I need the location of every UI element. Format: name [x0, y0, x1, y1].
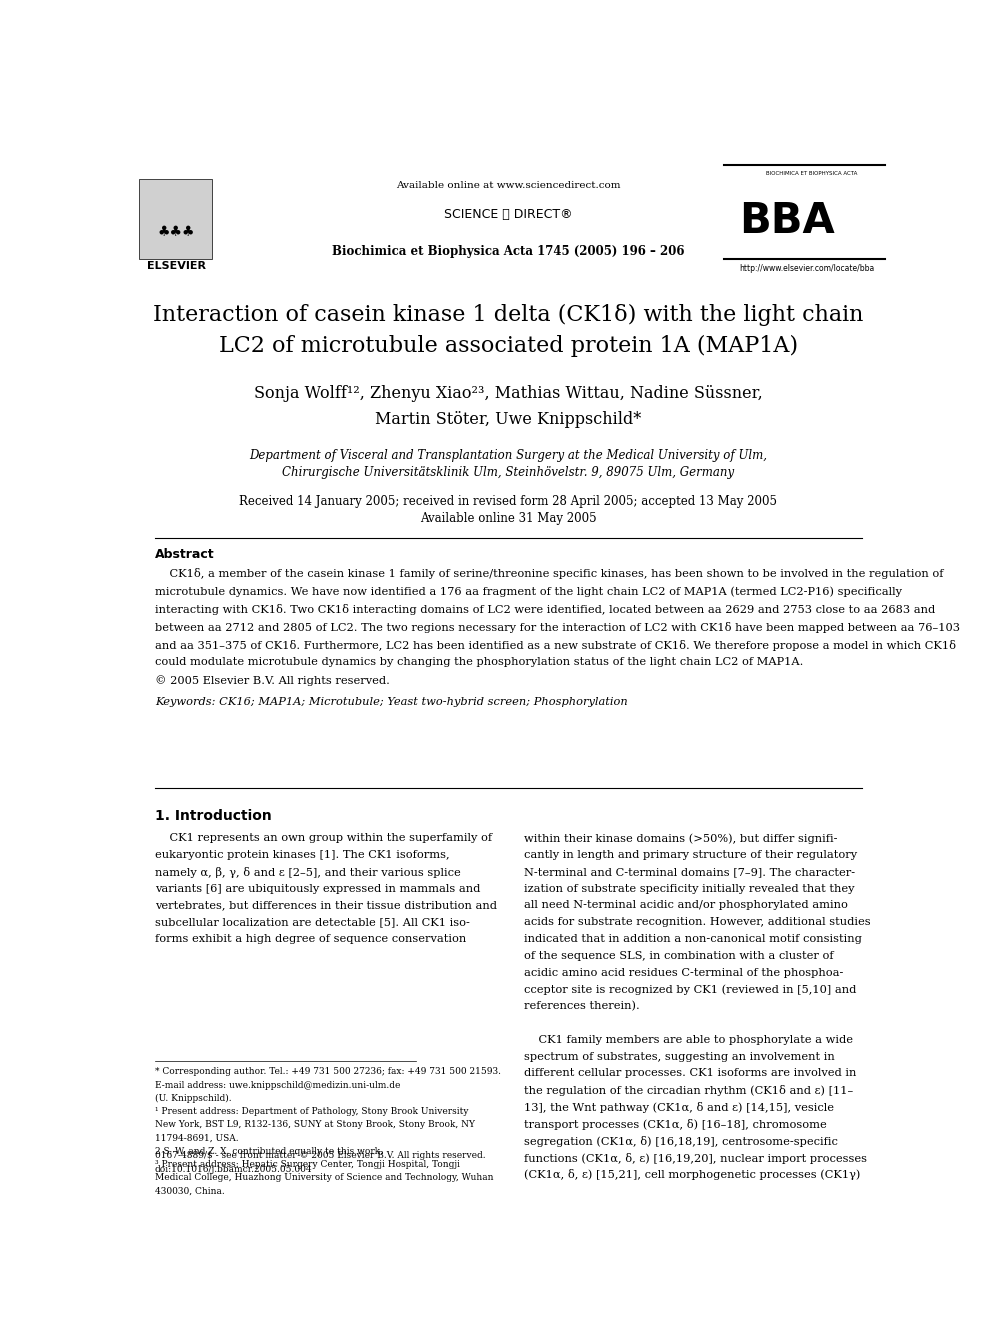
Text: 430030, China.: 430030, China. — [155, 1187, 224, 1196]
Text: N-terminal and C-terminal domains [7–9]. The character-: N-terminal and C-terminal domains [7–9].… — [524, 867, 855, 877]
Text: LC2 of microtubule associated protein 1A (MAP1A): LC2 of microtubule associated protein 1A… — [219, 335, 798, 357]
Text: Department of Visceral and Transplantation Surgery at the Medical University of : Department of Visceral and Transplantati… — [249, 448, 768, 462]
Text: different cellular processes. CK1 isoforms are involved in: different cellular processes. CK1 isofor… — [524, 1069, 856, 1078]
Text: * Corresponding author. Tel.: +49 731 500 27236; fax: +49 731 500 21593.: * Corresponding author. Tel.: +49 731 50… — [155, 1068, 501, 1077]
Text: Keywords: CK16; MAP1A; Microtubule; Yeast two-hybrid screen; Phosphorylation: Keywords: CK16; MAP1A; Microtubule; Yeas… — [155, 697, 628, 708]
Text: acids for substrate recognition. However, additional studies: acids for substrate recognition. However… — [524, 917, 870, 927]
Text: Abstract: Abstract — [155, 548, 214, 561]
Text: forms exhibit a high degree of sequence conservation: forms exhibit a high degree of sequence … — [155, 934, 466, 945]
Text: functions (CK1α, δ, ε) [16,19,20], nuclear import processes: functions (CK1α, δ, ε) [16,19,20], nucle… — [524, 1152, 867, 1163]
Text: segregation (CK1α, δ) [16,18,19], centrosome-specific: segregation (CK1α, δ) [16,18,19], centro… — [524, 1135, 837, 1147]
Text: interacting with CK1δ. Two CK1δ interacting domains of LC2 were identified, loca: interacting with CK1δ. Two CK1δ interact… — [155, 603, 935, 615]
Text: doi:10.1016/j.bbamcr.2005.05.004: doi:10.1016/j.bbamcr.2005.05.004 — [155, 1166, 312, 1175]
Text: CK1 represents an own group within the superfamily of: CK1 represents an own group within the s… — [155, 833, 492, 843]
Text: Biochimica et Biophysica Acta 1745 (2005) 196 – 206: Biochimica et Biophysica Acta 1745 (2005… — [332, 245, 684, 258]
Text: © 2005 Elsevier B.V. All rights reserved.: © 2005 Elsevier B.V. All rights reserved… — [155, 675, 390, 687]
Text: Interaction of casein kinase 1 delta (CK1δ) with the light chain: Interaction of casein kinase 1 delta (CK… — [153, 303, 864, 325]
Text: Available online at www.sciencedirect.com: Available online at www.sciencedirect.co… — [396, 181, 621, 191]
Text: CK1 family members are able to phosphorylate a wide: CK1 family members are able to phosphory… — [524, 1035, 853, 1045]
Text: cceptor site is recognized by CK1 (reviewed in [5,10] and: cceptor site is recognized by CK1 (revie… — [524, 984, 856, 995]
Text: 0167-4889/$ - see front matter © 2005 Elsevier B.V. All rights reserved.: 0167-4889/$ - see front matter © 2005 El… — [155, 1151, 485, 1160]
Text: could modulate microtubule dynamics by changing the phosphorylation status of th: could modulate microtubule dynamics by c… — [155, 658, 804, 667]
Text: acidic amino acid residues C-terminal of the phosphoa-: acidic amino acid residues C-terminal of… — [524, 967, 843, 978]
Text: Received 14 January 2005; received in revised form 28 April 2005; accepted 13 Ma: Received 14 January 2005; received in re… — [239, 495, 778, 508]
Text: (CK1α, δ, ε) [15,21], cell morphogenetic processes (CK1γ): (CK1α, δ, ε) [15,21], cell morphogenetic… — [524, 1170, 860, 1180]
Text: transport processes (CK1α, δ) [16–18], chromosome: transport processes (CK1α, δ) [16–18], c… — [524, 1119, 826, 1130]
Text: ♣♣♣: ♣♣♣ — [158, 225, 195, 239]
Text: all need N-terminal acidic and/or phosphorylated amino: all need N-terminal acidic and/or phosph… — [524, 901, 847, 910]
Text: subcellular localization are detectable [5]. All CK1 iso-: subcellular localization are detectable … — [155, 917, 469, 927]
Text: Available online 31 May 2005: Available online 31 May 2005 — [420, 512, 597, 525]
Text: ELSEVIER: ELSEVIER — [147, 261, 205, 271]
Text: ¹ Present address: Department of Pathology, Stony Brook University: ¹ Present address: Department of Patholo… — [155, 1107, 468, 1117]
Text: CK1δ, a member of the casein kinase 1 family of serine/threonine specific kinase: CK1δ, a member of the casein kinase 1 fa… — [155, 569, 943, 579]
Text: BIOCHIMICA ET BIOPHYSICA ACTA: BIOCHIMICA ET BIOPHYSICA ACTA — [766, 171, 857, 176]
Text: within their kinase domains (>50%), but differ signifi-: within their kinase domains (>50%), but … — [524, 833, 837, 844]
Text: of the sequence SLS, in combination with a cluster of: of the sequence SLS, in combination with… — [524, 951, 833, 960]
Text: ization of substrate specificity initially revealed that they: ization of substrate specificity initial… — [524, 884, 854, 893]
Text: and aa 351–375 of CK1δ. Furthermore, LC2 has been identified as a new substrate : and aa 351–375 of CK1δ. Furthermore, LC2… — [155, 639, 955, 651]
Text: E-mail address: uwe.knippschild@medizin.uni-ulm.de: E-mail address: uwe.knippschild@medizin.… — [155, 1081, 400, 1090]
Text: 11794-8691, USA.: 11794-8691, USA. — [155, 1134, 238, 1143]
Text: microtubule dynamics. We have now identified a 176 aa fragment of the light chai: microtubule dynamics. We have now identi… — [155, 586, 902, 597]
Text: 1. Introduction: 1. Introduction — [155, 808, 272, 823]
Text: Chirurgische Universitätsklinik Ulm, Steinhövelstr. 9, 89075 Ulm, Germany: Chirurgische Universitätsklinik Ulm, Ste… — [283, 467, 734, 479]
Bar — [139, 179, 212, 258]
Text: references therein).: references therein). — [524, 1002, 640, 1012]
Text: ³ Present address: Hepatic Surgery Center, Tongji Hospital, Tongji: ³ Present address: Hepatic Surgery Cente… — [155, 1160, 459, 1170]
Text: cantly in length and primary structure of their regulatory: cantly in length and primary structure o… — [524, 849, 857, 860]
Text: the regulation of the circadian rhythm (CK1δ and ε) [11–: the regulation of the circadian rhythm (… — [524, 1085, 853, 1097]
Text: variants [6] are ubiquitously expressed in mammals and: variants [6] are ubiquitously expressed … — [155, 884, 480, 893]
Text: 13], the Wnt pathway (CK1α, δ and ε) [14,15], vesicle: 13], the Wnt pathway (CK1α, δ and ε) [14… — [524, 1102, 833, 1113]
Text: SCIENCE ⓓ DIRECT®: SCIENCE ⓓ DIRECT® — [444, 208, 572, 221]
Text: between aa 2712 and 2805 of LC2. The two regions necessary for the interaction o: between aa 2712 and 2805 of LC2. The two… — [155, 622, 959, 632]
Text: 2 S. W. and Z. X. contributed equally to this work.: 2 S. W. and Z. X. contributed equally to… — [155, 1147, 383, 1156]
Text: BBA: BBA — [739, 200, 835, 242]
Text: New York, BST L9, R132-136, SUNY at Stony Brook, Stony Brook, NY: New York, BST L9, R132-136, SUNY at Ston… — [155, 1121, 475, 1130]
Text: vertebrates, but differences in their tissue distribution and: vertebrates, but differences in their ti… — [155, 901, 497, 910]
Text: Medical College, Huazhong University of Science and Technology, Wuhan: Medical College, Huazhong University of … — [155, 1174, 493, 1183]
Text: namely α, β, γ, δ and ε [2–5], and their various splice: namely α, β, γ, δ and ε [2–5], and their… — [155, 867, 460, 877]
Text: Sonja Wolff¹², Zhenyu Xiao²³, Mathias Wittau, Nadine Süssner,: Sonja Wolff¹², Zhenyu Xiao²³, Mathias Wi… — [254, 385, 763, 402]
Text: http://www.elsevier.com/locate/bba: http://www.elsevier.com/locate/bba — [739, 263, 874, 273]
Text: spectrum of substrates, suggesting an involvement in: spectrum of substrates, suggesting an in… — [524, 1052, 834, 1061]
Text: indicated that in addition a non-canonical motif consisting: indicated that in addition a non-canonic… — [524, 934, 862, 945]
Text: (U. Knippschild).: (U. Knippschild). — [155, 1094, 231, 1103]
Text: Martin Stöter, Uwe Knippschild*: Martin Stöter, Uwe Knippschild* — [375, 411, 642, 429]
Text: eukaryontic protein kinases [1]. The CK1 isoforms,: eukaryontic protein kinases [1]. The CK1… — [155, 849, 449, 860]
